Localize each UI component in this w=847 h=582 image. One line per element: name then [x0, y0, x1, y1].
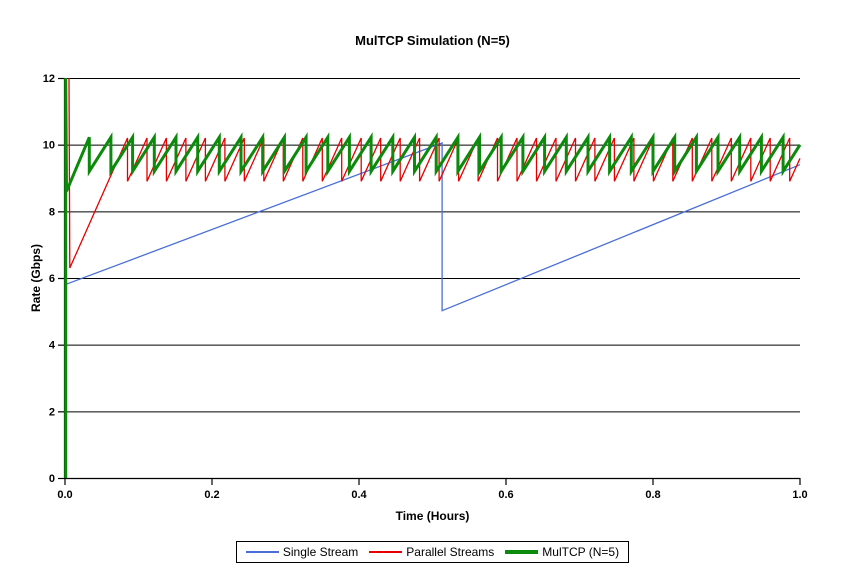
legend-box: Single Stream Parallel Streams MulTCP (N…: [235, 541, 630, 563]
y-tick-label: 0: [49, 473, 55, 485]
x-tick-label: 0.4: [351, 489, 367, 501]
legend: Single Stream Parallel Streams MulTCP (N…: [65, 541, 800, 563]
x-tick-label: 0.8: [645, 489, 660, 501]
legend-line-parallel-streams: [369, 551, 403, 553]
legend-line-multcp: [505, 550, 539, 554]
y-tick-label: 10: [43, 140, 55, 152]
legend-label-single-stream: Single Stream: [282, 545, 359, 559]
y-tick-label: 8: [49, 206, 55, 218]
legend-entry-single-stream: Single Stream: [245, 545, 359, 559]
x-tick-label: 0.0: [57, 489, 72, 501]
x-axis-title: Time (Hours): [395, 509, 470, 523]
chart-title: MulTCP Simulation (N=5): [355, 33, 510, 48]
y-tick-label: 6: [49, 273, 55, 285]
legend-label-parallel-streams: Parallel Streams: [406, 545, 495, 559]
legend-entry-multcp: MulTCP (N=5): [505, 545, 619, 559]
legend-line-single-stream: [245, 551, 279, 553]
x-tick-label: 0.2: [204, 489, 219, 501]
x-tick-label: 1.0: [792, 489, 807, 501]
legend-label-multcp: MulTCP (N=5): [542, 545, 620, 559]
series-line-0: [64, 142, 801, 312]
series-line-1: [68, 77, 801, 269]
y-tick-label: 12: [43, 73, 55, 85]
legend-entry-parallel-streams: Parallel Streams: [369, 545, 494, 559]
y-tick-label: 4: [49, 340, 56, 352]
series-line-2: [64, 77, 802, 478]
x-tick-label: 0.6: [498, 489, 513, 501]
y-tick-label: 2: [49, 406, 55, 418]
